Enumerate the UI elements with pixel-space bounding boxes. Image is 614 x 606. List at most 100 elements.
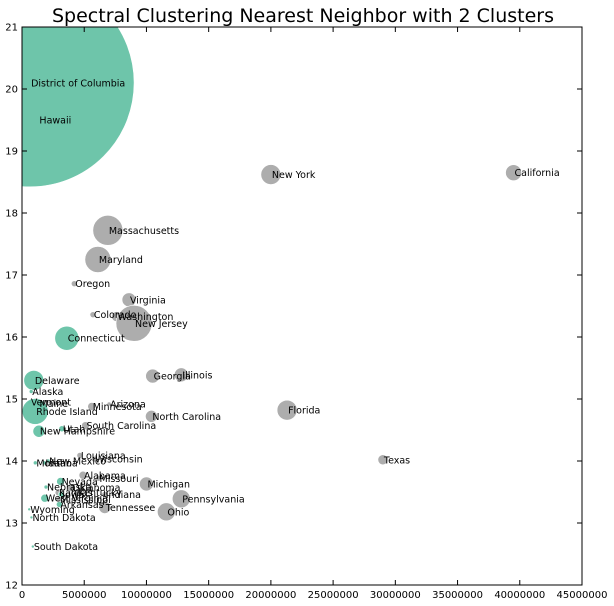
point-indiana xyxy=(101,491,109,498)
point-label-colorado: Colorado xyxy=(94,310,137,321)
point-new-hampshire xyxy=(32,424,46,438)
point-arkansas xyxy=(56,501,63,508)
point-arizona xyxy=(106,401,112,407)
point-new-york xyxy=(260,164,282,185)
x-tick-label: 20000000 xyxy=(245,590,296,601)
point-label-montana: Montana xyxy=(36,458,77,469)
point-label-district-of-columbia: District of Columbia xyxy=(31,78,125,89)
point-label-virginia: Virginia xyxy=(130,295,166,306)
point-delaware xyxy=(23,370,45,391)
point-pennsylvania xyxy=(171,489,191,509)
point-new-mexico xyxy=(45,458,51,464)
point-label-missouri: Missouri xyxy=(100,474,139,485)
point-georgia xyxy=(145,368,160,384)
point-label-north-dakota: North Dakota xyxy=(32,513,95,524)
point-label-south-carolina: South Carolina xyxy=(86,421,156,432)
point-label-nebraska: Nebraska xyxy=(47,483,92,494)
point-label-maine: Maine xyxy=(40,399,69,410)
point-wisconsin xyxy=(90,455,98,463)
x-tick-label: 5000000 xyxy=(62,590,107,601)
point-district-of-columbia xyxy=(22,27,135,188)
point-tennessee xyxy=(98,501,112,514)
point-label-new-jersey: New Jersey xyxy=(135,319,188,330)
x-tick-label: 45000000 xyxy=(557,590,608,601)
point-label-california: California xyxy=(515,168,560,179)
point-label-south-dakota: South Dakota xyxy=(34,542,98,553)
point-south-carolina xyxy=(81,421,90,430)
y-tick-label: 12 xyxy=(5,581,18,592)
y-tick-label: 16 xyxy=(5,333,18,344)
x-tick-label: 15000000 xyxy=(183,590,234,601)
point-label-tennessee: Tennessee xyxy=(105,503,156,514)
point-illinois xyxy=(173,367,189,383)
point-label-north-carolina: North Carolina xyxy=(152,412,221,423)
point-label-kentucky: Kentucky xyxy=(78,488,122,499)
point-label-oregon: Oregon xyxy=(75,279,110,290)
y-tick-label: 18 xyxy=(5,209,18,220)
point-label-iowa: Iowa xyxy=(62,490,84,501)
point-idaho xyxy=(42,460,47,466)
point-label-texas: Texas xyxy=(383,455,410,466)
point-label-louisiana: Louisiana xyxy=(81,451,126,462)
point-new-jersey xyxy=(115,305,153,342)
point-label-arizona: Arizona xyxy=(110,399,146,410)
y-tick-label: 17 xyxy=(5,271,18,282)
point-minnesota xyxy=(87,402,96,411)
plot-frame xyxy=(21,26,583,586)
point-label-wisconsin: Wisconsin xyxy=(95,455,142,466)
point-label-georgia: Georgia xyxy=(154,372,191,383)
point-alaska xyxy=(28,389,34,394)
point-label-alaska: Alaska xyxy=(32,387,63,398)
point-label-ohio: Ohio xyxy=(167,507,189,518)
point-nevada xyxy=(56,477,65,486)
y-tick-label: 21 xyxy=(5,23,18,34)
point-connecticut xyxy=(54,325,80,351)
point-kentucky xyxy=(74,489,81,496)
point-label-west-virginia: West Virginia xyxy=(46,494,108,505)
x-tick-label: 40000000 xyxy=(494,590,545,601)
point-label-hawaii: Hawaii xyxy=(39,116,71,127)
point-label-pennsylvania: Pennsylvania xyxy=(182,494,244,505)
point-utah xyxy=(58,425,66,433)
point-label-michigan: Michigan xyxy=(147,479,190,490)
x-tick-label: 35000000 xyxy=(432,590,483,601)
point-label-arkansas: Arkansas xyxy=(60,500,103,511)
x-tick-label: 25000000 xyxy=(308,590,359,601)
y-tick-label: 20 xyxy=(5,85,18,96)
point-oregon xyxy=(70,280,78,287)
point-south-dakota xyxy=(31,544,35,549)
point-label-idaho: Idaho xyxy=(45,458,72,469)
point-label-indiana: Indiana xyxy=(106,490,141,501)
point-label-utah: Utah xyxy=(63,424,86,435)
point-alabama xyxy=(78,470,88,480)
point-maryland xyxy=(84,246,112,273)
point-label-new-hampshire: New Hampshire xyxy=(40,427,115,438)
point-label-massachusetts: Massachusetts xyxy=(109,226,179,237)
point-label-mississippi: Mississippi xyxy=(60,495,111,506)
point-label-wyoming: Wyoming xyxy=(30,505,75,516)
x-tick-label: 0 xyxy=(19,590,25,601)
point-louisiana xyxy=(76,452,84,459)
point-label-minnesota: Minnesota xyxy=(93,402,142,413)
point-label-oklahoma: Oklahoma xyxy=(72,483,120,494)
point-texas xyxy=(377,454,389,466)
y-tick-label: 19 xyxy=(5,147,18,158)
point-missouri xyxy=(95,475,102,482)
point-wyoming xyxy=(27,507,32,512)
point-label-new-york: New York xyxy=(272,170,316,181)
point-michigan xyxy=(139,476,154,492)
point-label-delaware: Delaware xyxy=(35,376,80,387)
point-label-alabama: Alabama xyxy=(84,471,126,482)
x-tick-label: 10000000 xyxy=(121,590,172,601)
y-tick-label: 15 xyxy=(5,395,18,406)
chart-title: Spectral Clustering Nearest Neighbor wit… xyxy=(52,5,554,27)
y-tick-label: 14 xyxy=(5,457,18,468)
point-label-florida: Florida xyxy=(288,406,320,417)
point-florida xyxy=(276,399,298,421)
point-nebraska xyxy=(43,484,49,490)
point-massachusetts xyxy=(92,215,124,246)
point-label-nevada: Nevada xyxy=(62,477,98,488)
point-north-carolina xyxy=(145,410,158,423)
point-california xyxy=(505,164,522,181)
